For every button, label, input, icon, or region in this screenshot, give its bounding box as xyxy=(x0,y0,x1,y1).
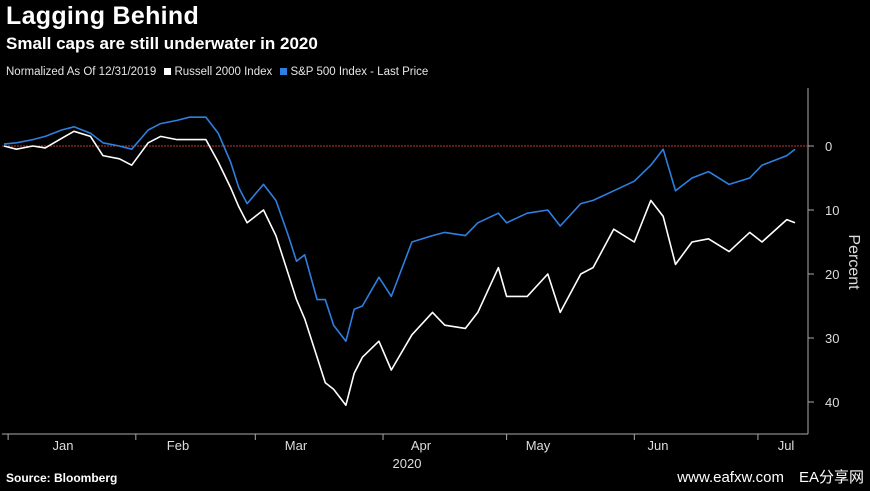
watermark: www.eafxw.com EA分享网 xyxy=(677,469,864,486)
legend-note: Normalized As Of 12/31/2019 xyxy=(6,66,157,78)
y-tick-label: 20 xyxy=(825,267,839,282)
x-tick-label: Mar xyxy=(285,438,308,453)
source-label: Source: Bloomberg xyxy=(6,471,118,485)
legend: Normalized As Of 12/31/2019 Russell 2000… xyxy=(6,66,428,78)
legend-swatch-russell xyxy=(164,68,172,76)
series-line-sp500 xyxy=(3,116,796,343)
y-axis-label: Percent xyxy=(845,234,862,290)
x-tick-label: Jan xyxy=(53,438,74,453)
x-axis-label: 2020 xyxy=(393,456,422,471)
x-tick-label: May xyxy=(526,438,551,453)
x-tick-label: Feb xyxy=(167,438,189,453)
y-tick-label: 10 xyxy=(825,203,839,218)
y-tick-label: 30 xyxy=(825,331,839,346)
x-tick-label: Jul xyxy=(778,438,795,453)
series-line-russell-2000 xyxy=(3,130,796,407)
x-tick-label: Apr xyxy=(411,438,432,453)
y-tick-label: 40 xyxy=(825,395,839,410)
legend-label-russell: Russell 2000 Index xyxy=(174,66,273,78)
x-tick-label: Jun xyxy=(648,438,669,453)
legend-swatch-sp500 xyxy=(280,68,288,76)
chart-title: Lagging Behind xyxy=(6,2,200,30)
y-tick-label: 0 xyxy=(825,139,832,154)
legend-label-sp500: S&P 500 Index - Last Price xyxy=(290,66,429,78)
chart-subtitle: Small caps are still underwater in 2020 xyxy=(6,34,318,53)
